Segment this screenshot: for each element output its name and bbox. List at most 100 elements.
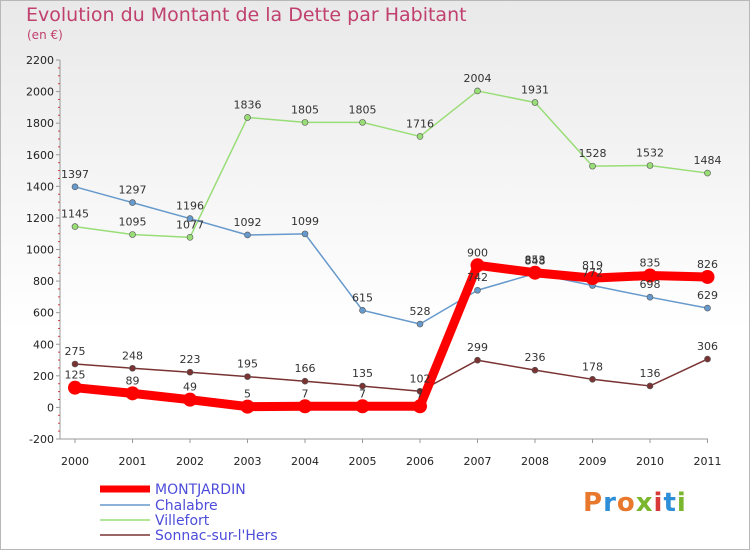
y-tick-label: -200: [29, 433, 54, 446]
data-point: [589, 162, 596, 170]
data-label: 1805: [349, 103, 377, 116]
logo-letter: i: [653, 488, 664, 518]
data-label: 1484: [694, 154, 722, 167]
data-label: 1095: [119, 215, 147, 228]
x-tick-label: 2003: [234, 455, 262, 468]
logo-letter: x: [635, 488, 654, 518]
data-label: 835: [640, 257, 661, 270]
series-line: [74, 358, 708, 393]
data-label: 248: [122, 349, 143, 362]
axes: -200 0 200 400 600 800 1000 1200 1400 1600 1800 200…: [26, 54, 722, 468]
data-label: 698: [640, 278, 661, 291]
data-point: [646, 293, 654, 301]
data-label: 2004: [464, 72, 492, 85]
data-point: [646, 162, 654, 169]
chart-title: Evolution du Montant de la Dette par Hab…: [26, 4, 467, 26]
data-label: 5: [244, 388, 251, 401]
data-point: [413, 399, 427, 414]
data-point: [589, 376, 596, 383]
data-label: 89: [126, 374, 140, 387]
logo-letter: P: [583, 488, 604, 518]
data-point: [186, 234, 194, 241]
data-point: [531, 366, 539, 374]
x-tick-label: 2000: [61, 455, 89, 468]
data-label: 236: [525, 351, 546, 364]
legend-label: Chalabre: [155, 498, 218, 514]
data-label: 1397: [61, 168, 89, 181]
data-label: 49: [183, 381, 197, 394]
data-point: [71, 223, 79, 230]
data-point: [183, 392, 197, 407]
data-point: [528, 265, 542, 280]
data-point: [301, 119, 309, 126]
data-label: 848: [525, 255, 546, 268]
data-label: 1099: [291, 215, 319, 228]
data-label: 819: [582, 259, 603, 272]
data-point: [359, 119, 366, 126]
data-label: 1196: [176, 200, 204, 213]
data-point: [359, 382, 366, 390]
logo-letter: i: [676, 488, 687, 518]
series-line: [74, 260, 708, 412]
logo-letter: o: [616, 488, 636, 518]
data-point: [704, 355, 711, 363]
y-tick-label: 2200: [26, 54, 54, 67]
data-point: [240, 399, 255, 414]
data-label: 7: [302, 387, 309, 400]
data-label: 1716: [406, 117, 434, 130]
data-label: 306: [697, 340, 718, 353]
data-label: 275: [65, 345, 86, 358]
data-label: 7: [359, 387, 366, 400]
y-tick-label: 800: [33, 275, 54, 288]
data-point: [585, 271, 600, 286]
y-tick-label: 600: [33, 307, 54, 320]
data-point: [71, 360, 79, 368]
data-point: [416, 133, 424, 140]
y-tick-label: 1800: [26, 117, 54, 130]
legend-label: Sonnac-sur-l'Hers: [155, 528, 278, 544]
y-tick-label: 0: [47, 401, 54, 414]
data-point: [129, 364, 136, 372]
data-point: [700, 269, 715, 284]
data-point: [186, 215, 194, 222]
data-label: 528: [410, 305, 431, 318]
data-label: 7: [417, 387, 424, 400]
data-point: [704, 169, 711, 177]
data-point: [71, 183, 79, 191]
data-point: [704, 304, 711, 312]
x-tick-label: 2010: [636, 455, 664, 468]
data-point: [244, 114, 251, 121]
data-label: 1528: [579, 147, 607, 160]
y-tick-label: 1600: [26, 149, 54, 162]
data-label: 826: [697, 258, 718, 271]
legend: MONTJARDINChalabreVillefortSonnac-sur-l'…: [100, 482, 278, 544]
data-point: [125, 386, 140, 401]
data-label: 135: [352, 367, 373, 380]
data-point: [359, 306, 366, 314]
data-label: 1297: [119, 184, 147, 197]
x-tick-label: 2007: [464, 455, 492, 468]
data-label: 1931: [521, 83, 549, 96]
y-tick-label: 1400: [26, 180, 54, 193]
data-label: 178: [582, 360, 603, 373]
data-labels: 125 89 49 5 7 7 7 900 853 819 835 826 1397 1297 1196 10…: [61, 72, 722, 401]
data-point: [474, 286, 481, 294]
data-point: [470, 258, 485, 273]
legend-label: MONTJARDIN: [155, 482, 246, 498]
chart-subtitle: (en €): [27, 28, 63, 42]
x-tick-label: 2011: [694, 455, 722, 468]
x-tick-label: 2006: [406, 455, 434, 468]
y-tick-label: 1000: [26, 244, 54, 257]
x-tick-label: 2008: [521, 455, 549, 468]
data-label: 136: [640, 367, 661, 380]
data-label: 1145: [61, 208, 89, 221]
series-line: [74, 90, 708, 239]
data-point: [474, 87, 481, 95]
series-line: [74, 186, 708, 325]
data-point: [474, 356, 481, 364]
x-tick-label: 2001: [119, 455, 147, 468]
data-label: 742: [467, 271, 488, 284]
data-label: 125: [65, 369, 86, 382]
legend-label: Villefort: [155, 513, 210, 529]
